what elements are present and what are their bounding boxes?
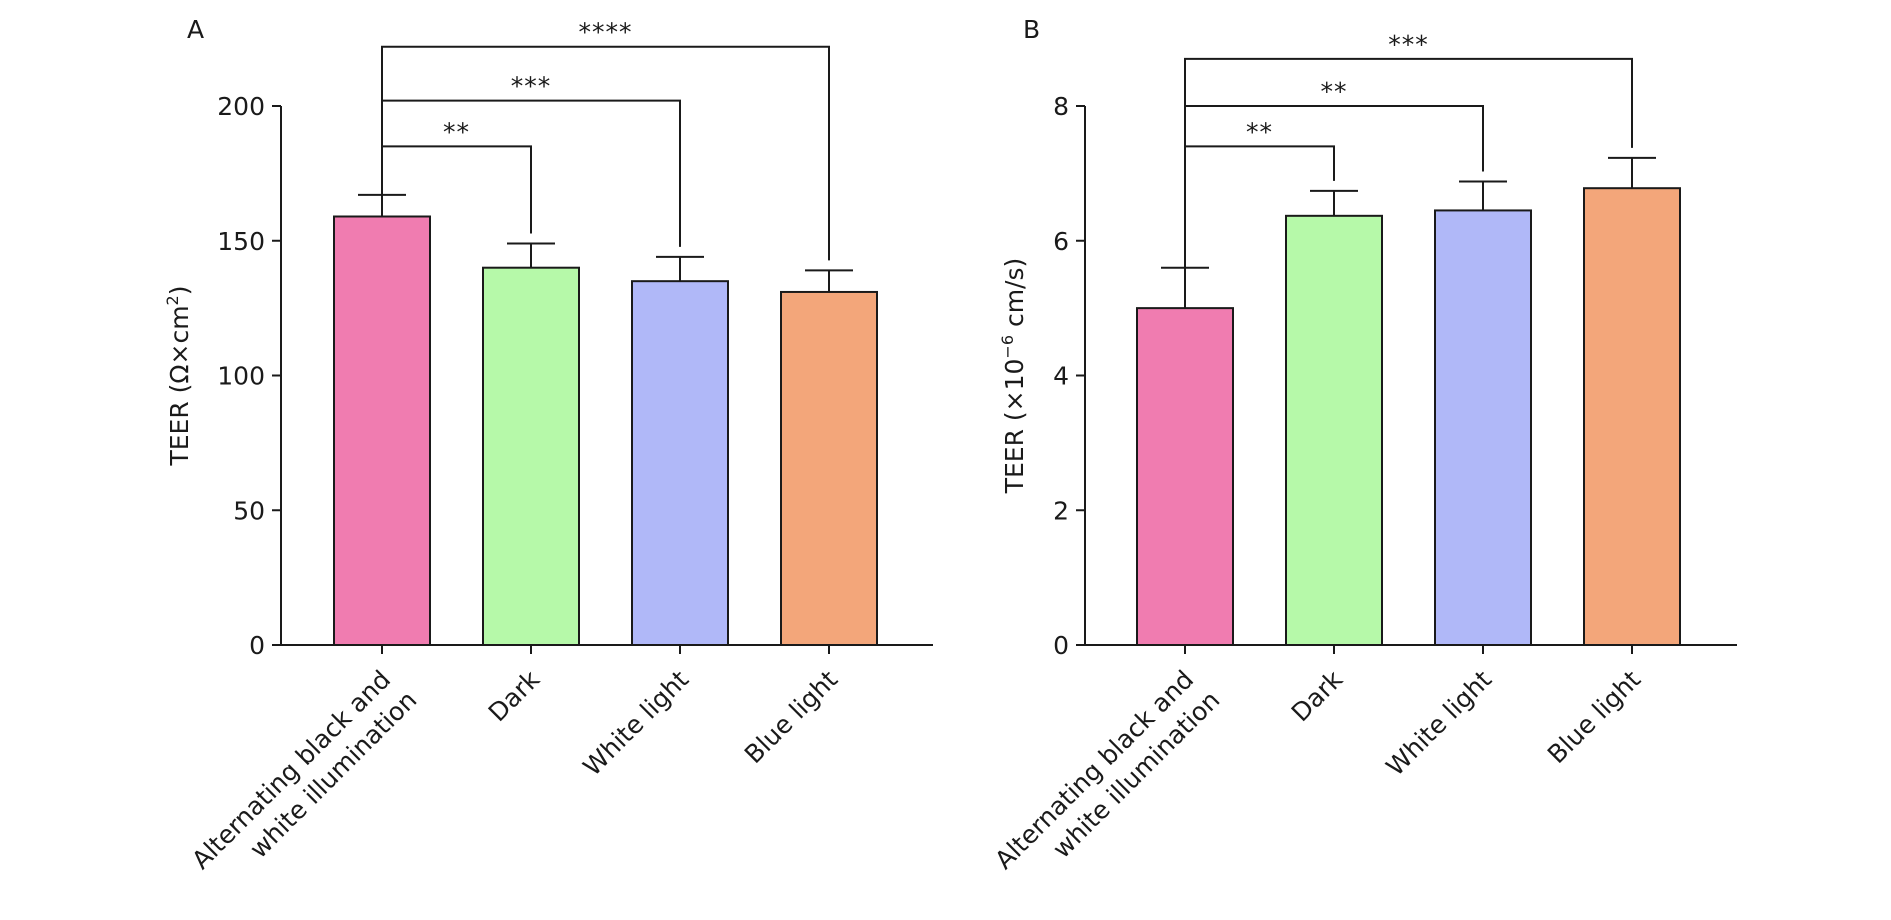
y-axis-title: TEER (×10−6 cm/s) — [998, 258, 1029, 495]
y-axis-title: TEER (Ω×cm2) — [163, 285, 194, 466]
x-tick-label: Alternating black andwhite illumination — [989, 662, 1225, 898]
y-tick-label: 100 — [217, 362, 265, 391]
bar — [1583, 187, 1681, 646]
y-axis-title-sup: 2 — [163, 295, 182, 305]
y-axis-title-sup: −6 — [998, 335, 1017, 359]
x-tick-label: White light — [1381, 665, 1498, 782]
chart-panel-a: A 0 50 100 150 200 TEER (Ω×cm2) Alternating bla… — [163, 15, 933, 898]
significance-label: ** — [1246, 117, 1273, 146]
chart-panel-b: B 0 2 4 6 8 TEER (×10−6 cm/s) Alternating black… — [989, 15, 1737, 898]
y-axis-title-tail: ) — [165, 285, 194, 295]
significance-bracket — [381, 45, 830, 261]
significance-label: **** — [579, 18, 633, 47]
significance-label: *** — [511, 72, 552, 101]
significance-label: ** — [1321, 77, 1348, 106]
bar — [1136, 307, 1234, 646]
x-tick-label-line: Alternating black and — [989, 665, 1199, 875]
y-tick-label: 6 — [1053, 227, 1069, 256]
y-tick-label: 50 — [233, 496, 265, 525]
bar — [1434, 209, 1532, 646]
significance-label: ** — [443, 117, 470, 146]
x-tick-label: Blue light — [1542, 665, 1647, 770]
significance-label: *** — [1388, 30, 1429, 59]
y-tick-label: 4 — [1053, 362, 1069, 391]
x-tick-label: Dark — [483, 664, 546, 727]
x-tick-label-line: Blue light — [1542, 665, 1647, 770]
x-tick-label-line: Blue light — [739, 665, 844, 770]
bar — [631, 280, 729, 646]
x-tick-label: White light — [578, 665, 695, 782]
bar — [780, 290, 878, 646]
x-tick-label: Dark — [1286, 664, 1349, 727]
y-axis-title-main: TEER (×10 — [1000, 359, 1029, 495]
panel-label: A — [187, 15, 204, 44]
x-tick-label: Alternating black andwhite illumination — [186, 662, 422, 898]
y-tick-label: 0 — [1053, 631, 1069, 660]
x-tick-label-line: Dark — [1286, 664, 1349, 727]
x-tick-label-line: Alternating black and — [186, 665, 396, 875]
y-axis-title-tail: cm/s) — [1000, 258, 1029, 335]
y-axis-title-main: TEER (Ω×cm — [165, 305, 194, 466]
significance-bracket — [1184, 57, 1633, 268]
x-tick-label: Blue light — [739, 665, 844, 770]
x-tick-label-line: White light — [578, 665, 695, 782]
y-tick-label: 0 — [249, 631, 265, 660]
bar — [482, 266, 580, 646]
y-tick-label: 200 — [217, 92, 265, 121]
bar — [333, 215, 431, 646]
x-tick-label-line: White light — [1381, 665, 1498, 782]
y-tick-label: 150 — [217, 227, 265, 256]
y-tick-label: 2 — [1053, 496, 1069, 525]
x-tick-label-line: Dark — [483, 664, 546, 727]
bar — [1285, 214, 1383, 646]
panel-label: B — [1023, 15, 1040, 44]
y-tick-label: 8 — [1053, 92, 1069, 121]
